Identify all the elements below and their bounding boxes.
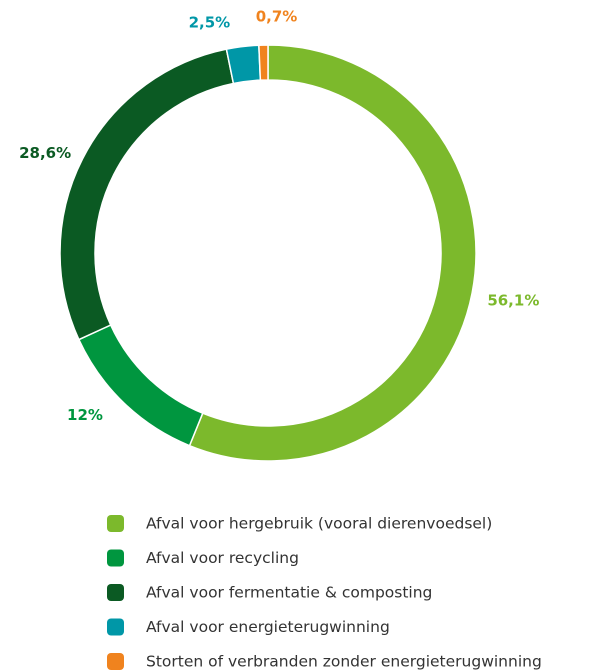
legend-swatch — [107, 618, 124, 636]
data-label: 56,1% — [487, 292, 539, 310]
legend-swatch — [107, 549, 124, 567]
donut-segment — [188, 44, 477, 462]
legend-label: Storten of verbranden zonder energieteru… — [146, 653, 542, 671]
donut-segment — [59, 48, 235, 341]
data-label: 2,5% — [189, 13, 231, 31]
data-label: 12% — [67, 406, 103, 424]
donut-segment — [225, 44, 262, 85]
legend-label: Afval voor fermentatie & composting — [146, 584, 432, 602]
data-label: 28,6% — [19, 144, 71, 162]
donut-segment — [258, 44, 269, 81]
legend-swatch — [107, 584, 124, 601]
donut-segment — [77, 324, 204, 447]
legend-label: Afval voor recycling — [146, 549, 299, 567]
data-label: 0,7% — [256, 8, 298, 26]
legend-swatch — [107, 653, 124, 670]
legend-swatch — [107, 515, 124, 532]
legend-label: Afval voor hergebruik (vooral dierenvoed… — [146, 515, 492, 533]
legend-label: Afval voor energieterugwinning — [146, 618, 390, 636]
